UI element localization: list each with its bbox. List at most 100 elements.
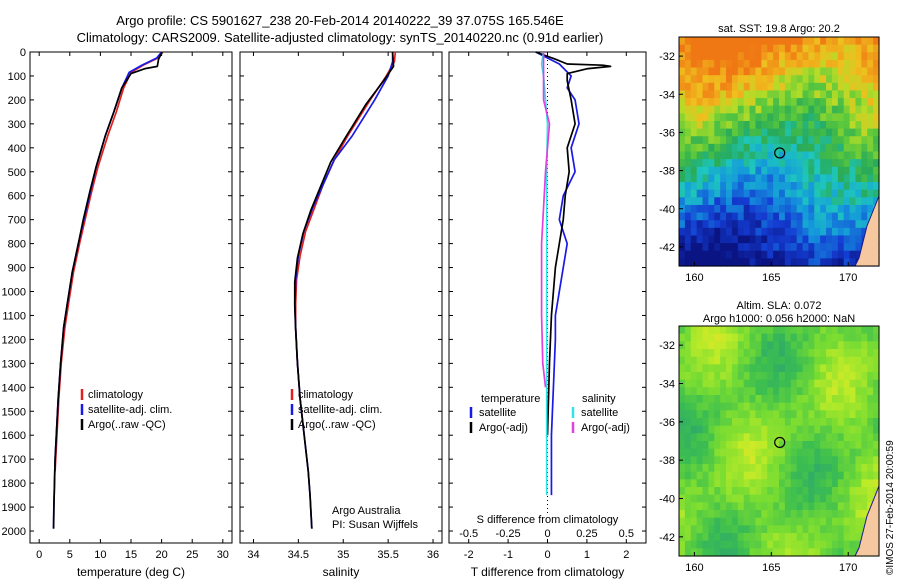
sst_map-cell — [843, 98, 851, 107]
sla_map-cell — [708, 441, 715, 450]
sst_map-cell — [796, 227, 804, 237]
sla_map-cell — [790, 433, 798, 442]
sla_map-cell — [867, 349, 874, 358]
sla_map-cell — [749, 433, 757, 442]
sst_map-cell — [837, 128, 845, 137]
depth-tick-label: 600 — [8, 191, 26, 203]
sst_map-cell — [826, 90, 833, 99]
sla_map-cell — [796, 464, 804, 473]
sla_map-cell — [867, 410, 874, 419]
sla_map-cell — [679, 402, 686, 411]
sla_map-cell — [749, 464, 757, 473]
sla_map-cell — [737, 533, 745, 542]
sla_map-cell — [761, 448, 768, 457]
sla_map-cell — [873, 479, 880, 488]
sst_map-cell — [802, 235, 810, 244]
sst_map-cell — [808, 197, 815, 206]
sla_map-cell — [679, 517, 686, 526]
sla_map-cell — [867, 487, 874, 496]
sst_map-cell — [843, 243, 851, 252]
sla_map-cell — [761, 379, 768, 388]
sst_map-cell — [737, 105, 745, 114]
sst_map-cell — [726, 120, 733, 130]
depth-tick-label: 2000 — [2, 526, 26, 538]
sst_map-cell — [714, 250, 721, 259]
sla_map-cell — [714, 410, 721, 419]
sst_map-cell — [855, 120, 862, 130]
sla_map-cell — [843, 479, 851, 488]
sst_map-cell — [843, 75, 851, 84]
sst_map-cell — [684, 52, 692, 61]
sla_map-cell — [749, 487, 757, 496]
sla_map-cell — [720, 456, 727, 465]
sst_map-cell — [837, 212, 845, 221]
figure-title: Argo profile: CS 5901627_238 20-Feb-2014… — [116, 13, 564, 28]
depth-tick-label: 1200 — [2, 334, 26, 346]
temperature-xtick-label: 25 — [186, 549, 198, 561]
sla_map-cell — [855, 418, 862, 427]
sst_map-cell — [720, 120, 727, 130]
sla_map-cell — [790, 494, 798, 503]
sla_map-cell — [855, 372, 862, 381]
sla_map-cell — [720, 525, 727, 534]
sst_map-cell — [773, 67, 780, 76]
sst_map-cell — [720, 182, 727, 191]
sla_map-cell — [684, 433, 692, 442]
sla_map-cell — [820, 494, 827, 503]
sst_map-cell — [808, 143, 815, 153]
salinity-xlabel: salinity — [323, 565, 360, 579]
sst_map-cell — [743, 120, 751, 130]
sst_map-cell — [808, 44, 815, 53]
sst_map-cell — [873, 75, 880, 84]
sla_map-cell — [837, 410, 845, 419]
sla_map-cell — [773, 471, 780, 480]
sst_map-cell — [714, 151, 721, 160]
sla_map-cell — [731, 349, 739, 358]
sst_map-cell — [761, 113, 768, 122]
sst_map-cell — [726, 37, 733, 46]
sla_map-cell — [749, 410, 757, 419]
sst_map-cell — [837, 159, 845, 168]
sst_map-cell — [726, 189, 733, 198]
depth-tick-label: 1900 — [2, 502, 26, 514]
sla_map-cell — [831, 471, 839, 480]
sst_map-cell — [708, 143, 715, 153]
sla_map-cell — [861, 448, 868, 457]
sla_map-cell — [861, 364, 868, 373]
sla_map-cell — [831, 441, 839, 450]
sst_map-cell — [749, 220, 757, 229]
sst_map-cell — [720, 189, 727, 198]
sst_map-cell — [720, 204, 727, 214]
sla_map-cell — [796, 402, 804, 411]
sst_map-cell — [767, 75, 774, 84]
sla_map-cell — [855, 479, 862, 488]
sla_map-cell — [720, 533, 727, 542]
sst_map-cell — [784, 220, 792, 229]
sla_map-cell — [861, 517, 868, 526]
sst_map-cell — [690, 197, 698, 206]
sst_map-cell — [861, 128, 868, 137]
sst_map-cell — [802, 151, 810, 160]
sla_map-cell — [826, 395, 833, 404]
sst_map-cell — [802, 113, 810, 122]
sst_map-cell — [855, 159, 862, 168]
sla_map-cell — [796, 502, 804, 511]
sla_map-cell — [696, 364, 704, 373]
sla_map-cell — [684, 364, 692, 373]
sst_map-cell — [873, 82, 880, 92]
sst_map-cell — [779, 212, 786, 221]
sla_map-cell — [796, 326, 804, 335]
sst_map-cell — [731, 212, 739, 221]
sla_map-cell — [867, 379, 874, 388]
sla_map-cell — [731, 326, 739, 335]
sla_map-cell — [843, 410, 851, 419]
sla_map-cell — [849, 333, 857, 342]
sst_map-cell — [684, 143, 692, 153]
sst_map-cell — [790, 44, 798, 53]
sla_map-cell — [755, 364, 762, 373]
plot-temperature: 0100200300400500600700800900100011001200… — [2, 47, 233, 579]
sst_map-cell — [831, 189, 839, 198]
sst_map-cell — [684, 235, 692, 244]
sst_map-cell — [837, 182, 845, 191]
sst_map-cell — [767, 90, 774, 99]
